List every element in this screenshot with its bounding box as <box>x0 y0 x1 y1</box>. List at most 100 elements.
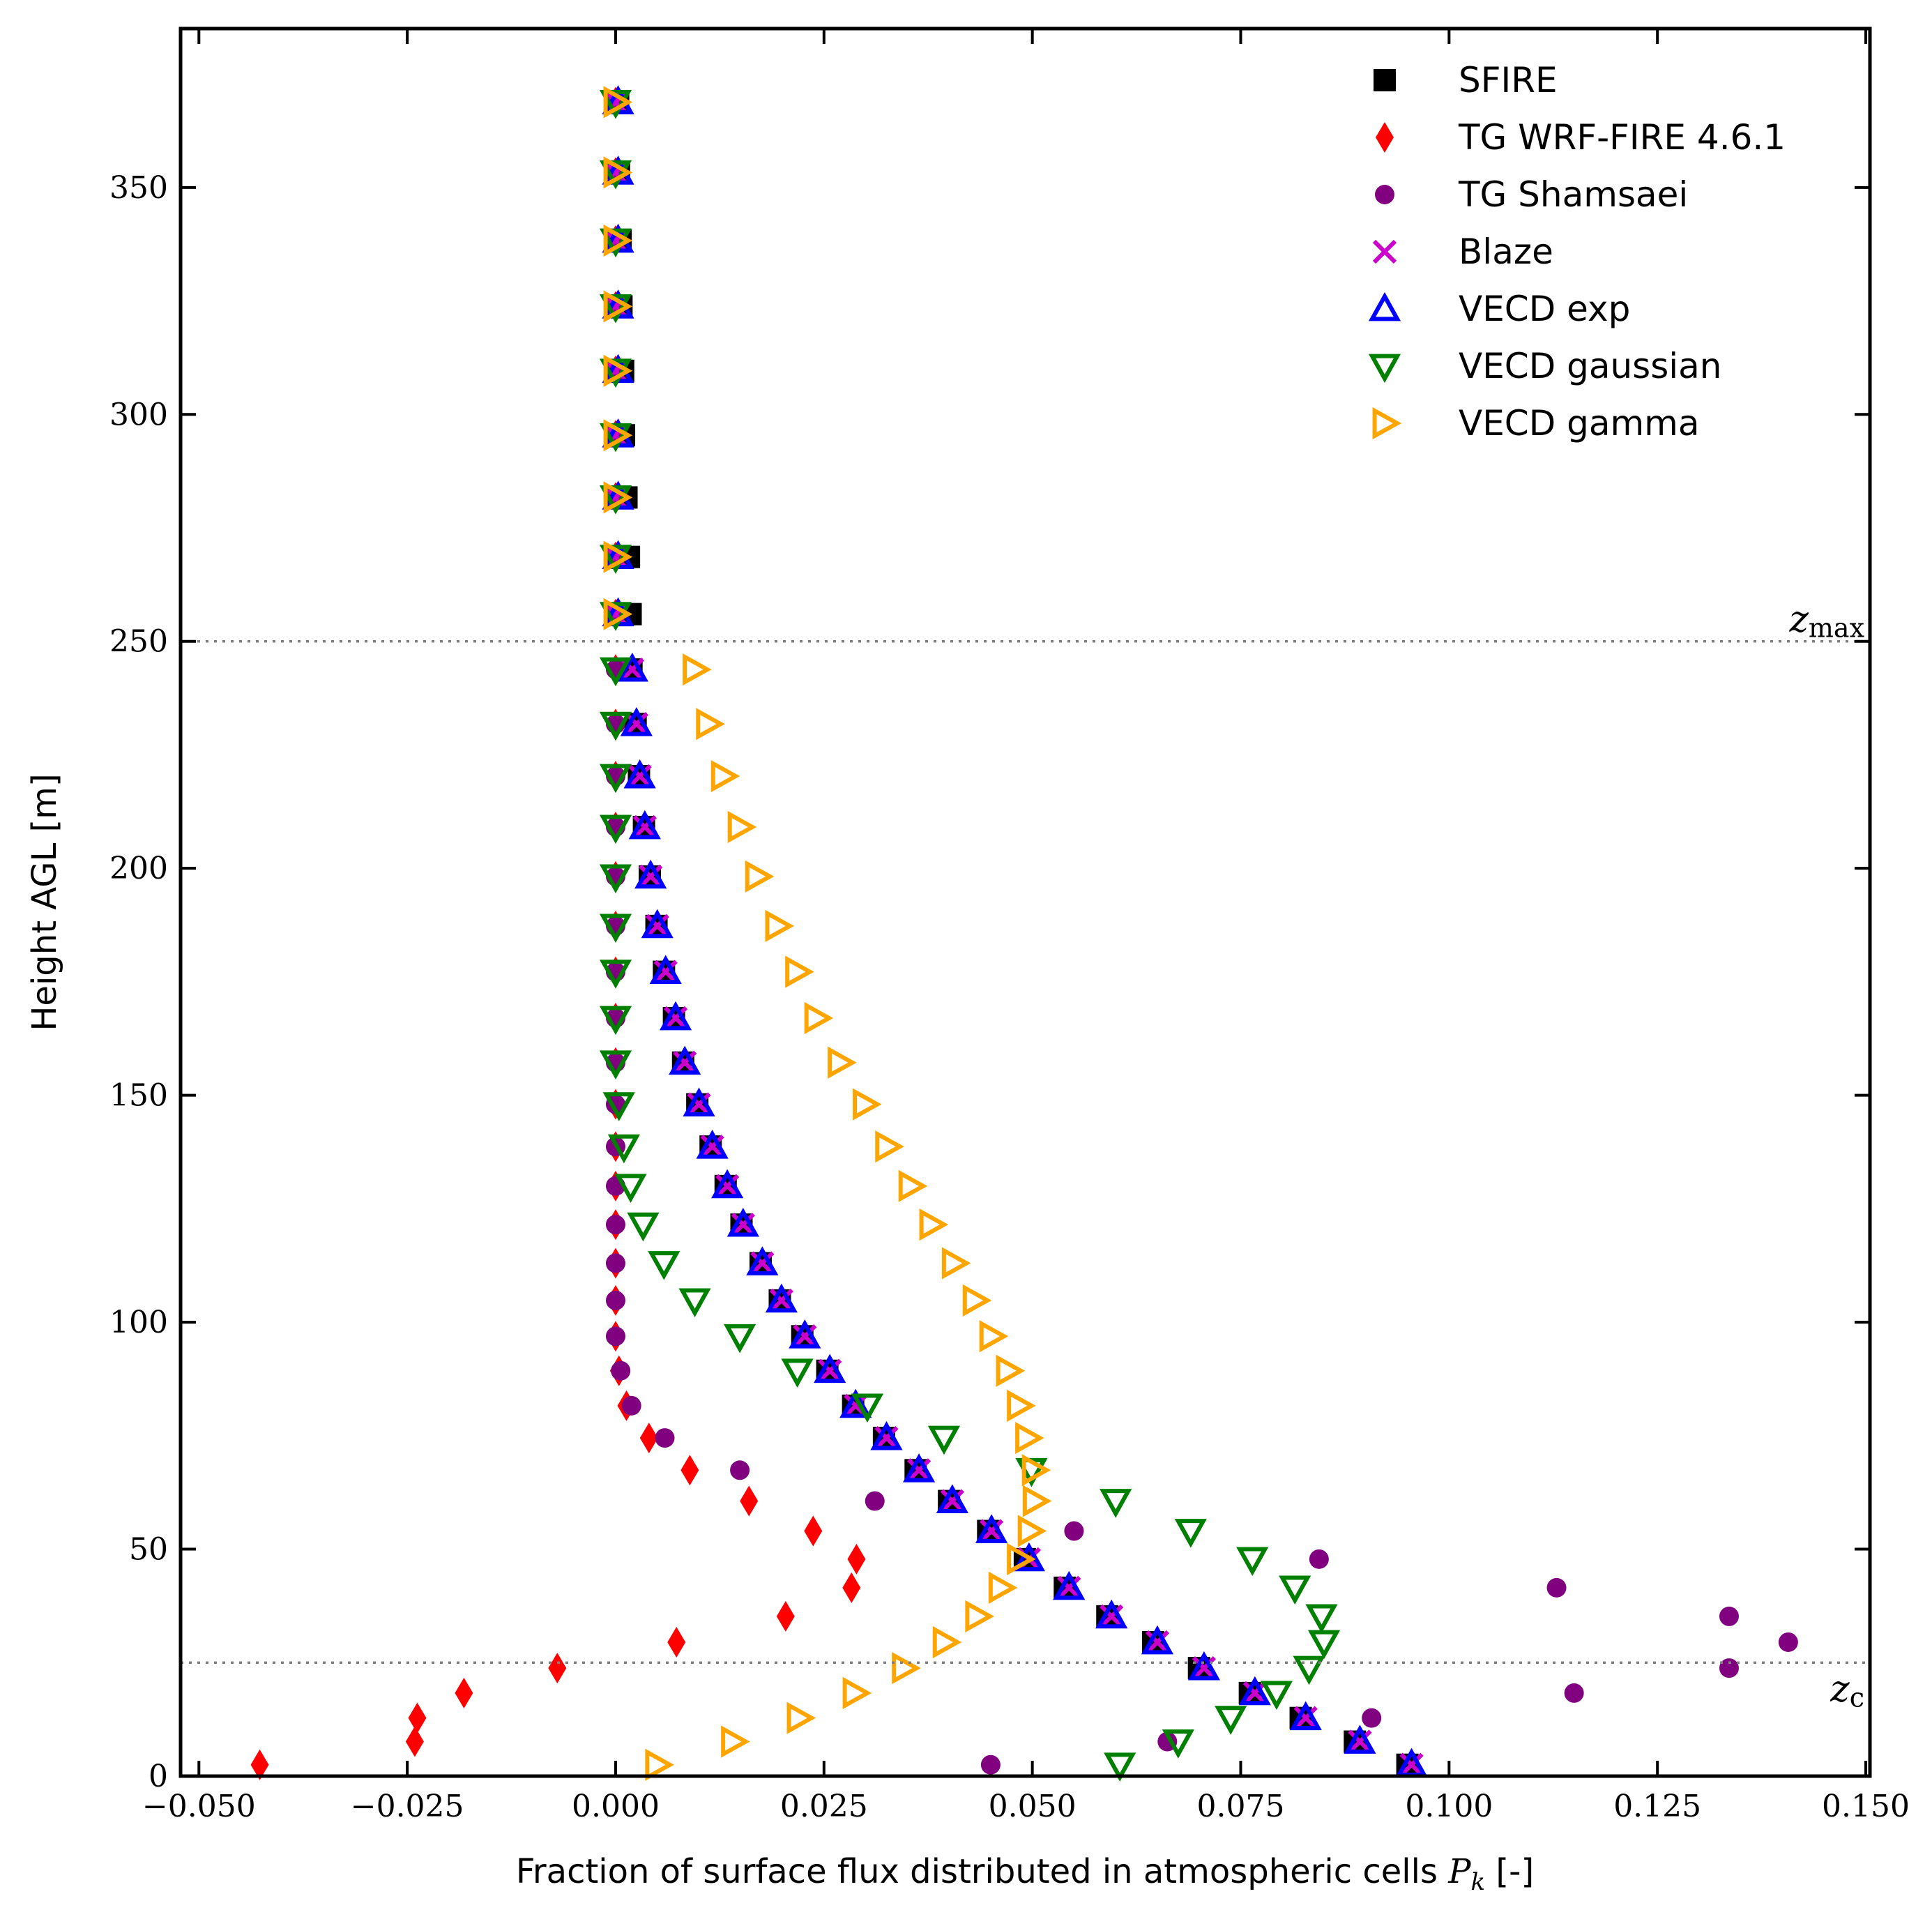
data-point <box>1362 1708 1382 1728</box>
data-point <box>627 764 652 789</box>
data-point <box>611 1361 631 1381</box>
data-point <box>1399 1752 1424 1777</box>
data-point <box>1021 1454 1051 1487</box>
axis-ticks: −0.050 −0.025 0.000 0.025 0.050 0.075 0.100 0.1… <box>109 29 1910 1824</box>
legend-entry: SFIRE <box>1374 60 1558 100</box>
legend-marker-circle <box>1375 185 1394 204</box>
data-point <box>979 1320 1009 1353</box>
reference-label-zc: zc <box>1830 1668 1864 1713</box>
data-point <box>603 224 633 257</box>
data-point <box>683 1087 715 1117</box>
data-point <box>1141 1625 1174 1655</box>
legend-entry: VECD exp <box>1368 289 1630 329</box>
data-point <box>599 711 632 741</box>
data-point <box>455 1677 473 1708</box>
data-point <box>1238 1676 1271 1706</box>
data-point <box>599 1050 632 1079</box>
data-point <box>842 1572 861 1603</box>
data-point <box>711 1169 744 1199</box>
y-tick-label: 200 <box>109 851 168 886</box>
data-point <box>892 1651 921 1685</box>
data-point <box>874 1425 899 1450</box>
data-point <box>1260 1681 1293 1711</box>
data-point <box>1064 1521 1084 1541</box>
data-point <box>649 955 682 984</box>
legend-label: Blaze <box>1459 232 1553 272</box>
data-point <box>623 759 656 789</box>
data-point <box>645 914 669 938</box>
data-point <box>727 810 757 844</box>
legend-marker-diamond <box>1376 122 1394 153</box>
data-point <box>1007 1389 1036 1422</box>
data-point <box>628 810 661 840</box>
legend-label: VECD gaussian <box>1459 346 1722 386</box>
legend-marker-triangle-down <box>1368 354 1401 384</box>
data-point <box>599 960 632 989</box>
data-point <box>1293 1706 1318 1730</box>
data-point <box>603 86 633 119</box>
data-point <box>786 1701 816 1734</box>
reference-label-zmax: zmax <box>1788 599 1864 644</box>
data-point <box>639 1423 658 1454</box>
data-point <box>919 1208 949 1241</box>
data-point <box>927 1425 961 1455</box>
data-point <box>408 1702 427 1734</box>
data-point <box>641 909 674 939</box>
data-point <box>1348 1729 1372 1754</box>
y-tick-label: 50 <box>129 1532 168 1568</box>
data-point <box>1192 1655 1217 1681</box>
data-point <box>1344 1725 1376 1754</box>
data-point <box>804 1001 834 1035</box>
x-tick-label: 0.000 <box>572 1789 660 1824</box>
legend: SFIRE TG WRF-FIRE 4.6.1 TG Shamsaei Blaze VE… <box>1368 60 1786 444</box>
data-point <box>683 653 712 686</box>
data-point <box>789 1319 821 1349</box>
data-point <box>906 1458 931 1483</box>
data-point <box>1236 1547 1269 1577</box>
data-point <box>875 1130 904 1163</box>
data-point <box>648 1251 680 1280</box>
legend-marker-triangle-up <box>1368 291 1401 321</box>
legend-marker-square <box>1374 69 1396 91</box>
data-point <box>603 598 633 630</box>
data-point <box>603 540 633 573</box>
series-vecd-exp <box>602 85 1428 1778</box>
y-tick-label: 150 <box>109 1078 168 1114</box>
data-point <box>1719 1658 1739 1678</box>
y-tick-label: 250 <box>109 624 168 660</box>
data-point <box>936 1484 969 1513</box>
data-point <box>793 1324 817 1349</box>
data-point <box>599 1006 632 1036</box>
data-point <box>785 955 814 988</box>
data-point <box>1145 1630 1170 1655</box>
x-tick-label: 0.075 <box>1197 1789 1285 1824</box>
data-point <box>769 1288 793 1312</box>
data-point <box>1305 1604 1338 1634</box>
data-point <box>607 1134 641 1164</box>
data-point <box>745 860 775 893</box>
legend-entry: TG Shamsaei <box>1375 174 1688 215</box>
data-point <box>1546 1577 1567 1598</box>
data-point <box>731 1213 755 1237</box>
data-point <box>804 1515 823 1547</box>
data-point <box>1293 1655 1325 1685</box>
data-point <box>1215 1706 1247 1735</box>
data-point <box>1022 1485 1052 1517</box>
y-axis-label: Height AGL [m] <box>25 773 64 1031</box>
data-point <box>614 1174 647 1203</box>
data-point <box>603 354 633 387</box>
legend-label: TG WRF-FIRE 4.6.1 <box>1458 117 1786 158</box>
legend-label: TG Shamsaei <box>1458 174 1688 215</box>
data-point <box>721 1725 750 1758</box>
x-tick-label: 0.050 <box>989 1789 1077 1824</box>
data-point <box>599 814 632 844</box>
x-tick-label: 0.150 <box>1822 1789 1910 1824</box>
data-point <box>1719 1606 1739 1626</box>
data-point <box>405 1726 424 1757</box>
legend-entry: VECD gaussian <box>1368 346 1722 386</box>
x-tick-label: 0.025 <box>780 1789 868 1824</box>
data-point <box>1100 1489 1132 1518</box>
data-point <box>865 1491 885 1511</box>
data-point <box>605 1290 625 1310</box>
data-point <box>1162 1729 1194 1759</box>
